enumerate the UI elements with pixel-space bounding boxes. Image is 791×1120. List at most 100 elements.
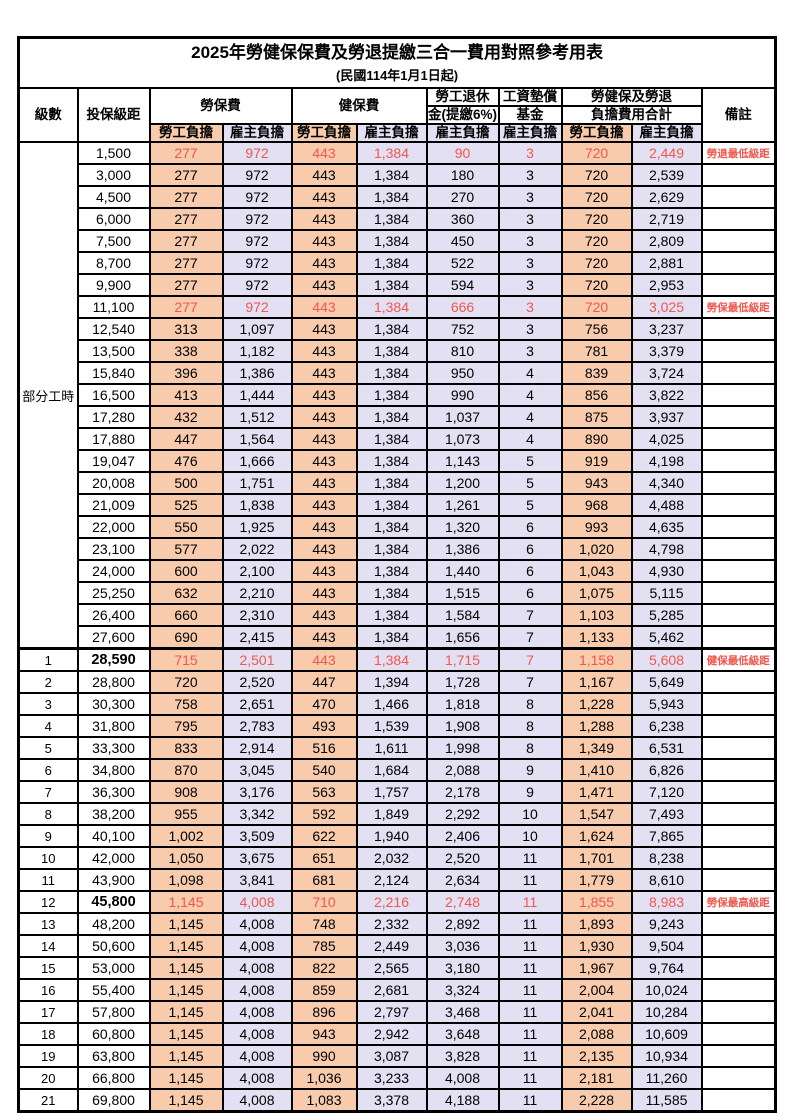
cell-bracket: 11,100 (76, 295, 151, 319)
cell-value: 3 (497, 251, 563, 275)
cell-remark (700, 361, 777, 385)
cell-value: 2,881 (630, 251, 703, 275)
cell-value: 277 (148, 251, 224, 275)
cell-value: 277 (148, 163, 224, 187)
cell-value: 2,892 (425, 912, 500, 936)
cell-value: 8 (497, 714, 563, 738)
cell-value: 3 (497, 229, 563, 253)
cell-value: 1,143 (425, 449, 500, 473)
cell-value: 2,100 (221, 559, 293, 583)
cell-value: 4,008 (221, 1066, 293, 1090)
cell-value: 1,158 (560, 647, 633, 672)
cell-value: 666 (425, 295, 500, 319)
cell-value: 1,384 (355, 647, 428, 672)
cell-value: 3,675 (221, 846, 293, 870)
cell-value: 1,539 (355, 714, 428, 738)
col-header-total-line1: 勞健保及勞退 (560, 87, 703, 107)
cell-level: 9 (17, 824, 79, 848)
cell-level: 11 (17, 868, 79, 892)
cell-value: 660 (148, 603, 224, 627)
cell-value: 720 (560, 251, 633, 275)
cell-value: 950 (425, 361, 500, 385)
cell-bracket: 3,000 (76, 163, 151, 187)
cell-value: 2,332 (355, 912, 428, 936)
cell-value: 4,008 (221, 1000, 293, 1024)
cell-value: 1,394 (355, 670, 428, 694)
cell-bracket: 17,280 (76, 405, 151, 429)
cell-value: 443 (290, 471, 358, 495)
cell-value: 1,998 (425, 736, 500, 760)
cell-remark (700, 625, 777, 650)
cell-value: 8,238 (630, 846, 703, 870)
table-row: 5 33,300 833 2,914 516 1,611 1,998 8 1,349 6,531 (17, 736, 777, 760)
cell-value: 1,564 (221, 427, 293, 451)
cell-value: 443 (290, 207, 358, 231)
cell-value: 447 (148, 427, 224, 451)
cell-value: 90 (425, 141, 500, 165)
col-header-total-line2: 負擔費用合計 (560, 105, 703, 125)
cell-value: 1,728 (425, 670, 500, 694)
cell-value: 11 (497, 912, 563, 936)
cell-value: 990 (425, 383, 500, 407)
cell-value: 277 (148, 229, 224, 253)
cell-remark (700, 1022, 777, 1046)
table-row: 12,540 313 1,097 443 1,384 752 3 756 3,237 (19, 317, 777, 341)
cell-bracket: 16,500 (76, 383, 151, 407)
cell-bracket: 6,000 (76, 207, 151, 231)
cell-value: 720 (560, 185, 633, 209)
cell-value: 4,025 (630, 427, 703, 451)
cell-value: 4,198 (630, 449, 703, 473)
cell-value: 2,719 (630, 207, 703, 231)
cell-value: 1,515 (425, 581, 500, 605)
cell-level: 17 (17, 1000, 79, 1024)
cell-value: 493 (290, 714, 358, 738)
cell-value: 990 (290, 1044, 358, 1068)
table-body: 部分工時 1,500 277 972 443 1,384 90 3 720 2,449 勞退最低級距… (17, 141, 777, 1113)
cell-value: 2,783 (221, 714, 293, 738)
cell-value: 1,349 (560, 736, 633, 760)
table-row: 19,047 476 1,666 443 1,384 1,143 5 919 4,198 (19, 449, 777, 473)
cell-value: 2,501 (221, 647, 293, 672)
cell-remark (700, 670, 777, 694)
cell-value: 870 (148, 758, 224, 782)
cell-value: 4,008 (221, 934, 293, 958)
cell-remark (700, 537, 777, 561)
cell-value: 720 (560, 141, 633, 165)
cell-value: 1,624 (560, 824, 633, 848)
cell-value: 563 (290, 780, 358, 804)
cell-value: 2,565 (355, 956, 428, 980)
cell-level: 21 (17, 1088, 79, 1113)
cell-value: 1,547 (560, 802, 633, 826)
cell-remark (700, 956, 777, 980)
cell-bracket: 15,840 (76, 361, 151, 385)
cell-value: 10,284 (630, 1000, 703, 1024)
cell-remark (700, 758, 777, 782)
cell-value: 1,779 (560, 868, 633, 892)
cell-value: 651 (290, 846, 358, 870)
cell-value: 2,004 (560, 978, 633, 1002)
table-row: 6 34,800 870 3,045 540 1,684 2,088 9 1,410 6,826 (17, 758, 777, 782)
cell-value: 443 (290, 251, 358, 275)
cell-value: 3,087 (355, 1044, 428, 1068)
cell-value: 1,849 (355, 802, 428, 826)
cell-value: 6 (497, 559, 563, 583)
cell-value: 943 (560, 471, 633, 495)
cell-value: 4,635 (630, 515, 703, 539)
cell-value: 277 (148, 273, 224, 297)
cell-value: 3 (497, 273, 563, 297)
cell-value: 525 (148, 493, 224, 517)
cell-value: 859 (290, 978, 358, 1002)
part-time-label: 部分工時 (17, 141, 79, 650)
cell-value: 9,243 (630, 912, 703, 936)
cell-value: 3,342 (221, 802, 293, 826)
cell-value: 3 (497, 185, 563, 209)
cell-value: 681 (290, 868, 358, 892)
cell-level: 16 (17, 978, 79, 1002)
cell-value: 277 (148, 141, 224, 165)
cell-value: 1,940 (355, 824, 428, 848)
cell-value: 3,822 (630, 383, 703, 407)
cell-value: 1,384 (355, 559, 428, 583)
cell-value: 4,008 (221, 1088, 293, 1113)
cell-value: 1,228 (560, 692, 633, 716)
